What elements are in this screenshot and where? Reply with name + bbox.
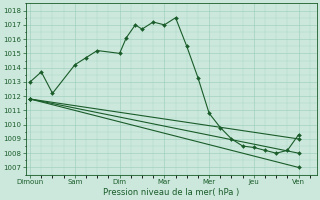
X-axis label: Pression niveau de la mer( hPa ): Pression niveau de la mer( hPa ) xyxy=(103,188,239,197)
